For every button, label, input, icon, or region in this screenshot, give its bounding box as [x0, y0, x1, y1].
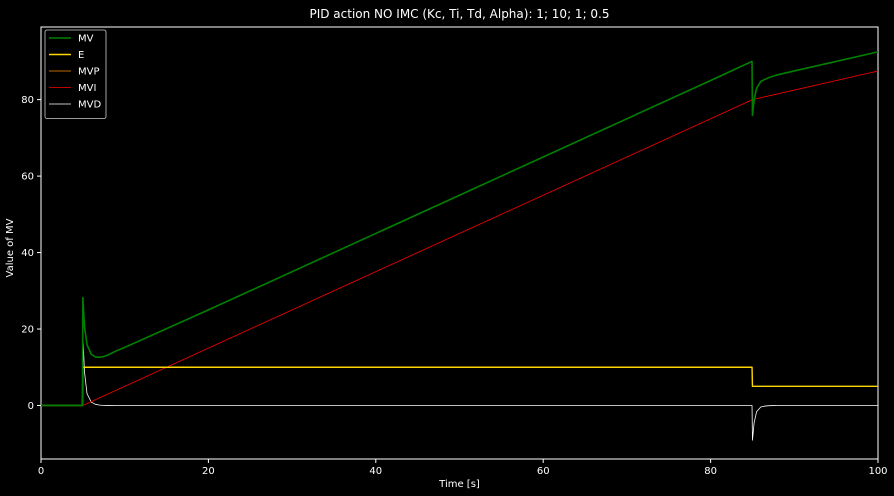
- series-line-mvd: [41, 335, 878, 441]
- y-tick-label: 20: [21, 325, 34, 336]
- x-tick-label: 40: [369, 466, 382, 477]
- x-tick-label: 100: [868, 466, 887, 477]
- series-group: [41, 51, 879, 441]
- legend-label-mvi: MVI: [78, 83, 96, 94]
- x-axis-label: Time [s]: [438, 479, 480, 490]
- legend: MV E MVP MVI MVD: [44, 29, 107, 119]
- series-line-mv: [41, 51, 879, 407]
- chart-title: PID action NO IMC (Kc, Ti, Td, Alpha): 1…: [309, 7, 609, 21]
- axes-group: 0 20 40 60 80 100 0 20 40 60 80: [21, 95, 887, 477]
- legend-label-mvp: MVP: [78, 67, 100, 78]
- y-axis-label: Value of MV: [5, 218, 16, 277]
- y-tick-label: 80: [21, 95, 34, 106]
- y-tick-label: 60: [21, 172, 34, 183]
- y-tick-label: 40: [21, 248, 34, 259]
- plot-area: [40, 26, 879, 460]
- legend-label-e: E: [78, 50, 84, 61]
- legend-label-mvd: MVD: [78, 100, 101, 111]
- x-tick-label: 20: [202, 466, 215, 477]
- legend-label-mv: MV: [78, 34, 94, 45]
- x-tick-label: 80: [704, 466, 717, 477]
- x-tick-label: 0: [38, 466, 44, 477]
- legend-box: [44, 29, 107, 119]
- x-tick-label: 60: [537, 466, 550, 477]
- plot-frame: [40, 26, 879, 460]
- y-tick-label: 0: [28, 401, 34, 412]
